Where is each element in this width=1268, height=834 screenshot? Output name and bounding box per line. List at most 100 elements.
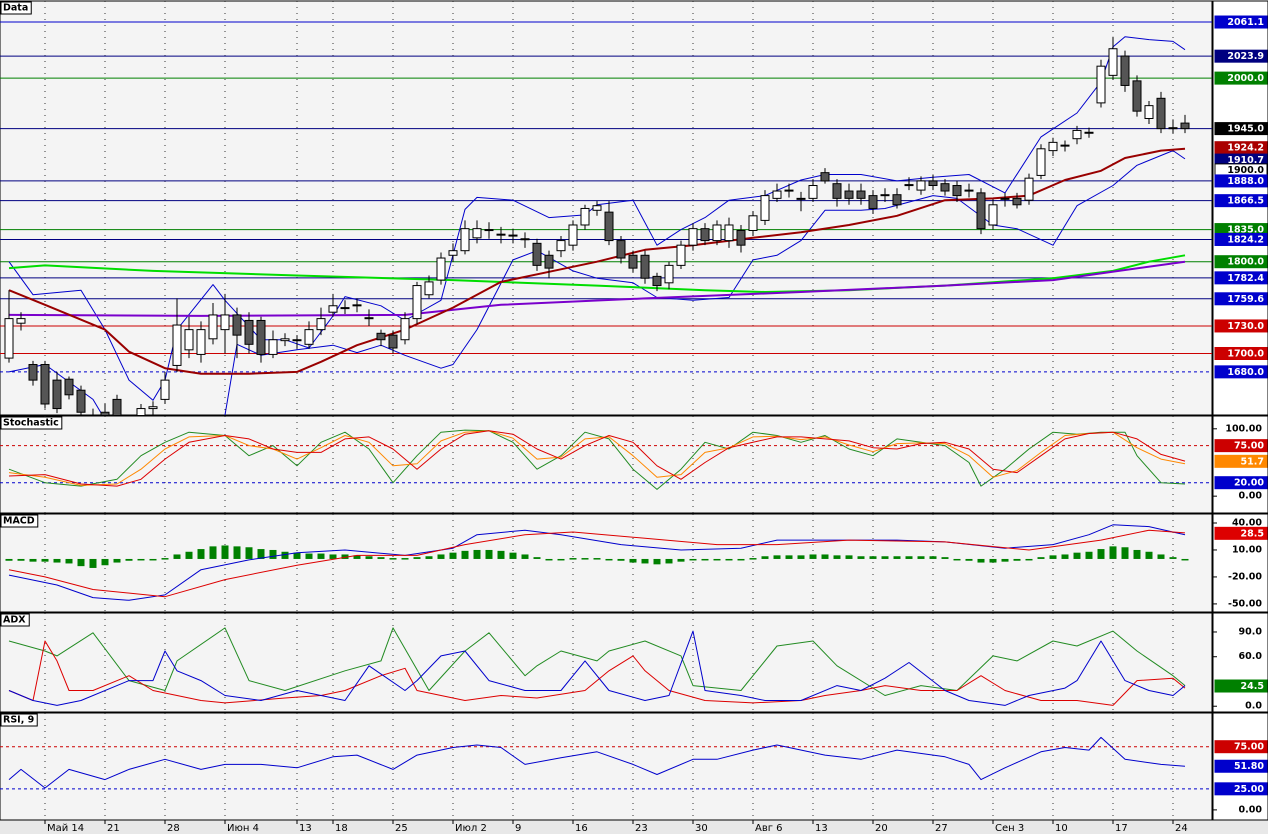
candle-body bbox=[400, 318, 410, 341]
candle-body bbox=[652, 275, 662, 287]
histogram-bar bbox=[389, 558, 397, 560]
candle-body bbox=[364, 317, 374, 320]
candle-body bbox=[856, 190, 866, 199]
histogram-bar bbox=[713, 558, 721, 561]
candle-body bbox=[388, 334, 398, 349]
candle-body bbox=[784, 189, 794, 192]
histogram-bar bbox=[629, 558, 637, 563]
histogram-bar bbox=[533, 557, 541, 559]
candle-body bbox=[748, 215, 758, 231]
candle-body bbox=[316, 318, 326, 331]
histogram-bar bbox=[1157, 554, 1165, 559]
level-label: 75.00 bbox=[1234, 742, 1264, 753]
candle-body bbox=[712, 224, 722, 242]
candle-body bbox=[820, 172, 830, 182]
plot-area bbox=[0, 1, 1212, 415]
histogram-bar bbox=[329, 554, 337, 559]
series-line bbox=[8, 429, 1186, 490]
series-line bbox=[8, 627, 1186, 696]
candle-body bbox=[196, 329, 206, 355]
candle-body bbox=[616, 240, 626, 259]
histogram-bar bbox=[401, 558, 409, 560]
pane bbox=[0, 712, 1213, 821]
candle-body bbox=[988, 204, 998, 226]
histogram-bar bbox=[653, 558, 661, 565]
histogram-bar bbox=[749, 558, 757, 560]
histogram-bar bbox=[53, 558, 61, 563]
x-tick-label: 25 bbox=[395, 823, 408, 834]
histogram-bar bbox=[1073, 552, 1081, 559]
candle-body bbox=[472, 228, 482, 239]
level-label: 24.5 bbox=[1241, 681, 1264, 692]
candle-body bbox=[1108, 48, 1118, 76]
level-label-box bbox=[1214, 271, 1268, 285]
series-line bbox=[8, 260, 1186, 317]
candle-body bbox=[796, 197, 806, 200]
series-line bbox=[8, 640, 1186, 706]
level-label: 1782.4 bbox=[1227, 273, 1264, 284]
candle-body bbox=[1012, 197, 1022, 206]
level-label: 1945.0 bbox=[1227, 124, 1264, 135]
x-tick-label: 13 bbox=[815, 823, 828, 834]
histogram-bar bbox=[617, 558, 625, 561]
histogram-bar bbox=[797, 555, 805, 559]
histogram-bar bbox=[377, 557, 385, 559]
level-label-box bbox=[1214, 122, 1268, 136]
candle-body bbox=[604, 211, 614, 242]
candle-body bbox=[628, 254, 638, 269]
candle-body bbox=[268, 339, 278, 355]
plot-area bbox=[5, 514, 1189, 612]
level-label: 25.00 bbox=[1234, 784, 1264, 795]
histogram-bar bbox=[233, 546, 241, 559]
candle-body bbox=[112, 398, 122, 415]
histogram-bar bbox=[77, 558, 85, 567]
histogram-bar bbox=[725, 558, 733, 561]
histogram-bar bbox=[17, 558, 25, 561]
level-label-box bbox=[1214, 319, 1268, 333]
y-tick-label: 100.00 bbox=[1225, 423, 1262, 434]
plot-area bbox=[0, 416, 1212, 513]
candle-body bbox=[280, 338, 290, 342]
candle-body bbox=[916, 180, 926, 191]
histogram-bar bbox=[281, 551, 289, 559]
candle-body bbox=[40, 364, 50, 405]
candle-body bbox=[580, 207, 590, 226]
series-line bbox=[8, 524, 1186, 601]
candle-body bbox=[352, 304, 362, 307]
candle-body bbox=[976, 192, 986, 230]
candle-body bbox=[676, 244, 686, 266]
axis-panel bbox=[1212, 612, 1268, 713]
candle-body bbox=[1132, 80, 1142, 112]
series-line bbox=[8, 736, 1186, 789]
candle-body bbox=[340, 307, 350, 310]
candle-body bbox=[376, 332, 386, 341]
histogram-bar bbox=[305, 553, 313, 559]
level-label-box bbox=[1214, 194, 1268, 208]
histogram-bar bbox=[689, 558, 697, 561]
level-label: 28.5 bbox=[1241, 528, 1264, 539]
histogram-bar bbox=[317, 553, 325, 559]
histogram-bar bbox=[881, 556, 889, 559]
level-label: 1900.0 bbox=[1227, 165, 1264, 176]
histogram-bar bbox=[521, 554, 529, 559]
axis-panel bbox=[1212, 0, 1268, 416]
pane-title-box bbox=[0, 514, 39, 528]
candle-body bbox=[724, 224, 734, 242]
x-tick-label: Май 14 bbox=[47, 823, 84, 834]
y-tick-label: 40.00 bbox=[1232, 517, 1262, 528]
histogram-bar bbox=[605, 558, 613, 561]
candle-body bbox=[1096, 65, 1106, 104]
histogram-bar bbox=[425, 556, 433, 559]
level-label-box bbox=[1214, 454, 1268, 468]
series-line bbox=[8, 529, 1186, 598]
candle-body bbox=[160, 379, 170, 400]
candle-body bbox=[1024, 177, 1034, 201]
candle-body bbox=[304, 329, 314, 345]
candle-body bbox=[208, 314, 218, 340]
histogram-bar bbox=[197, 549, 205, 559]
histogram-bar bbox=[65, 558, 73, 564]
x-tick-label: Авг 6 bbox=[755, 823, 783, 834]
plot-area bbox=[0, 713, 1212, 820]
histogram-bar bbox=[341, 554, 349, 559]
